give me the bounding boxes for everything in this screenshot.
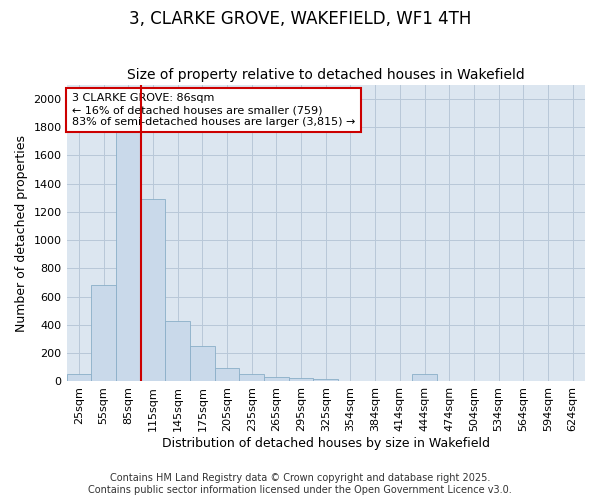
Text: 3 CLARKE GROVE: 86sqm
← 16% of detached houses are smaller (759)
83% of semi-det: 3 CLARKE GROVE: 86sqm ← 16% of detached … <box>72 94 355 126</box>
Bar <box>140 199 165 382</box>
Bar <box>289 378 313 382</box>
Bar <box>190 346 215 382</box>
Bar <box>91 286 116 382</box>
Bar <box>116 117 140 382</box>
X-axis label: Distribution of detached houses by size in Wakefield: Distribution of detached houses by size … <box>162 437 490 450</box>
Bar <box>338 381 363 382</box>
Bar <box>67 374 91 382</box>
Title: Size of property relative to detached houses in Wakefield: Size of property relative to detached ho… <box>127 68 524 82</box>
Bar <box>239 374 264 382</box>
Y-axis label: Number of detached properties: Number of detached properties <box>15 134 28 332</box>
Bar <box>165 320 190 382</box>
Text: Contains HM Land Registry data © Crown copyright and database right 2025.
Contai: Contains HM Land Registry data © Crown c… <box>88 474 512 495</box>
Bar <box>264 376 289 382</box>
Text: 3, CLARKE GROVE, WAKEFIELD, WF1 4TH: 3, CLARKE GROVE, WAKEFIELD, WF1 4TH <box>129 10 471 28</box>
Bar <box>313 380 338 382</box>
Bar <box>412 374 437 382</box>
Bar <box>215 368 239 382</box>
